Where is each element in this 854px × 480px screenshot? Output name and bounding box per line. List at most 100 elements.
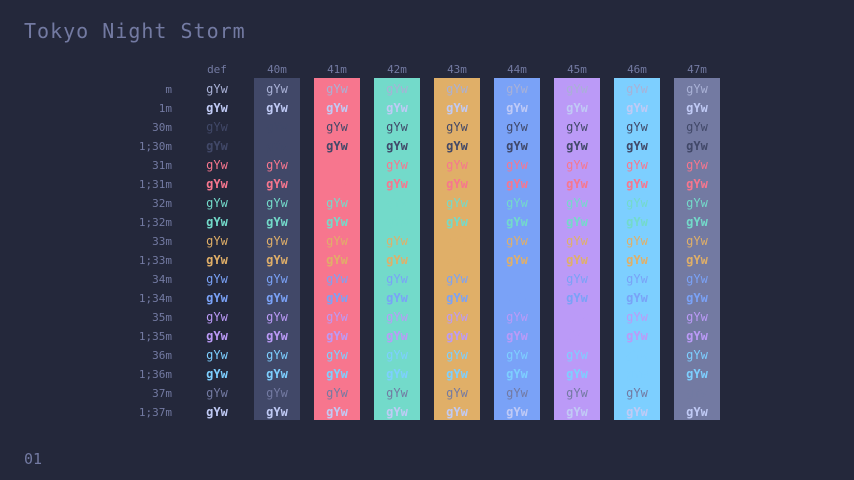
sample-cell: gYw	[626, 158, 648, 172]
row-label: 35m	[152, 311, 172, 324]
sample-cell: gYw	[686, 386, 708, 400]
sample-cell: gYw	[386, 139, 408, 153]
sample-cell: gYw	[266, 291, 288, 305]
row-label: 30m	[152, 121, 172, 134]
sample-cell: gYw	[326, 139, 348, 153]
sample-cell: gYw	[506, 82, 528, 96]
row-label: 1;36m	[138, 368, 172, 381]
sample-cell: gYw	[326, 215, 348, 229]
sample-cell: gYw	[566, 196, 588, 210]
column-header-41m: 41m	[327, 63, 347, 76]
sample-cell: gYw	[566, 272, 588, 286]
sample-cell: gYw	[506, 272, 528, 286]
background-column-47m	[674, 78, 720, 420]
sample-cell: gYw	[566, 120, 588, 134]
sample-cell: gYw	[626, 310, 648, 324]
sample-cell: gYw	[566, 329, 588, 343]
sample-cell: gYw	[566, 234, 588, 248]
sample-cell: gYw	[266, 329, 288, 343]
sample-cell: gYw	[446, 405, 468, 419]
sample-cell: gYw	[206, 386, 228, 400]
sample-cell: gYw	[446, 291, 468, 305]
sample-cell: gYw	[386, 272, 408, 286]
background-column-45m	[554, 78, 600, 420]
sample-cell: gYw	[626, 405, 648, 419]
sample-cell: gYw	[446, 329, 468, 343]
sample-cell: gYw	[206, 367, 228, 381]
sample-cell: gYw	[686, 101, 708, 115]
sample-cell: gYw	[566, 139, 588, 153]
row-label: m	[165, 83, 172, 96]
sample-cell: gYw	[566, 158, 588, 172]
sample-cell: gYw	[446, 234, 468, 248]
sample-cell: gYw	[626, 196, 648, 210]
row-label: 1m	[158, 102, 172, 115]
sample-cell: gYw	[506, 215, 528, 229]
sample-cell: gYw	[326, 234, 348, 248]
column-header-44m: 44m	[507, 63, 527, 76]
sample-cell: gYw	[686, 348, 708, 362]
column-header-40m: 40m	[267, 63, 287, 76]
row-label: 32m	[152, 197, 172, 210]
row-label: 1;30m	[138, 140, 172, 153]
sample-cell: gYw	[506, 405, 528, 419]
sample-cell: gYw	[686, 139, 708, 153]
sample-cell: gYw	[206, 310, 228, 324]
sample-cell: gYw	[506, 348, 528, 362]
sample-cell: gYw	[626, 291, 648, 305]
sample-cell: gYw	[506, 101, 528, 115]
sample-cell: gYw	[326, 386, 348, 400]
sample-cell: gYw	[206, 405, 228, 419]
sample-cell: gYw	[206, 253, 228, 267]
sample-cell: gYw	[386, 158, 408, 172]
sample-cell: gYw	[626, 253, 648, 267]
sample-cell: gYw	[626, 329, 648, 343]
sample-cell: gYw	[326, 196, 348, 210]
sample-cell: gYw	[206, 272, 228, 286]
column-header-42m: 42m	[387, 63, 407, 76]
sample-cell: gYw	[266, 348, 288, 362]
row-label: 1;32m	[138, 216, 172, 229]
sample-cell: gYw	[326, 253, 348, 267]
sample-cell: gYw	[686, 234, 708, 248]
sample-cell: gYw	[446, 367, 468, 381]
page-title: Tokyo Night Storm	[24, 19, 246, 43]
row-label: 36m	[152, 349, 172, 362]
sample-cell: gYw	[206, 177, 228, 191]
sample-cell: gYw	[326, 101, 348, 115]
sample-cell: gYw	[206, 234, 228, 248]
sample-cell: gYw	[386, 310, 408, 324]
sample-cell: gYw	[326, 120, 348, 134]
sample-cell: gYw	[386, 386, 408, 400]
sample-cell: gYw	[386, 120, 408, 134]
sample-cell: gYw	[686, 272, 708, 286]
sample-cell: gYw	[506, 234, 528, 248]
row-label: 33m	[152, 235, 172, 248]
sample-cell: gYw	[626, 215, 648, 229]
sample-cell: gYw	[626, 234, 648, 248]
sample-cell: gYw	[326, 405, 348, 419]
sample-cell: gYw	[506, 177, 528, 191]
column-header-45m: 45m	[567, 63, 587, 76]
sample-cell: gYw	[446, 310, 468, 324]
sample-cell: gYw	[326, 291, 348, 305]
sample-cell: gYw	[206, 215, 228, 229]
row-label: 34m	[152, 273, 172, 286]
sample-cell: gYw	[506, 291, 528, 305]
background-column-46m	[614, 78, 660, 420]
sample-cell: gYw	[686, 405, 708, 419]
sample-cell: gYw	[326, 177, 348, 191]
background-column-40m	[254, 78, 300, 420]
sample-cell: gYw	[626, 82, 648, 96]
sample-cell: gYw	[266, 272, 288, 286]
page-number: 01	[24, 450, 43, 468]
sample-cell: gYw	[566, 253, 588, 267]
sample-cell: gYw	[626, 101, 648, 115]
sample-cell: gYw	[506, 158, 528, 172]
sample-cell: gYw	[386, 196, 408, 210]
row-label: 31m	[152, 159, 172, 172]
sample-cell: gYw	[686, 367, 708, 381]
sample-cell: gYw	[446, 348, 468, 362]
sample-cell: gYw	[266, 101, 288, 115]
sample-cell: gYw	[266, 196, 288, 210]
